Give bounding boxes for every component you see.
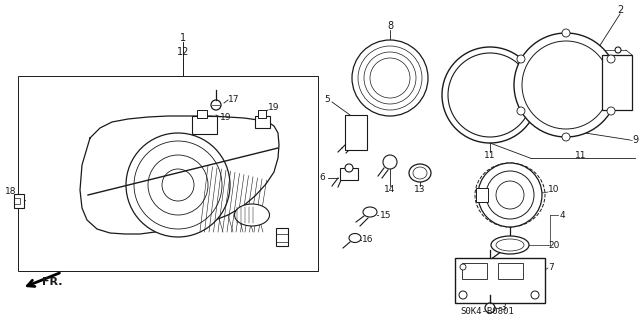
Text: 11: 11	[575, 151, 586, 160]
Text: 1: 1	[180, 33, 186, 43]
Bar	[192, 116, 217, 134]
Text: 8: 8	[387, 21, 393, 31]
Text: 13: 13	[414, 186, 426, 195]
Bar	[255, 116, 270, 128]
Text: 2: 2	[617, 5, 623, 15]
Text: 18: 18	[5, 188, 17, 197]
Circle shape	[615, 47, 621, 53]
Bar	[14, 194, 24, 208]
Text: 15: 15	[380, 211, 392, 219]
Ellipse shape	[363, 207, 377, 217]
Circle shape	[562, 29, 570, 37]
Ellipse shape	[491, 236, 529, 254]
Ellipse shape	[409, 164, 431, 182]
Bar	[340, 168, 358, 180]
Circle shape	[442, 47, 538, 143]
Circle shape	[352, 40, 428, 116]
Ellipse shape	[349, 234, 361, 242]
Text: 12: 12	[177, 47, 189, 57]
Text: 16: 16	[362, 235, 374, 244]
Circle shape	[517, 55, 525, 63]
Circle shape	[211, 100, 221, 110]
Bar	[345, 115, 367, 150]
Bar	[462, 263, 487, 279]
Text: 3: 3	[500, 303, 506, 313]
Bar	[258, 110, 266, 118]
Text: 6: 6	[319, 174, 325, 182]
Circle shape	[478, 163, 542, 227]
Ellipse shape	[383, 155, 397, 169]
Bar	[18, 76, 318, 271]
Text: 11: 11	[484, 151, 496, 160]
Text: FR.: FR.	[42, 277, 63, 287]
Circle shape	[126, 133, 230, 237]
Bar	[498, 263, 523, 279]
Text: S0K4-B0801: S0K4-B0801	[460, 308, 514, 316]
Ellipse shape	[345, 164, 353, 172]
Bar	[476, 188, 488, 202]
Text: 9: 9	[632, 135, 638, 145]
Bar	[276, 234, 288, 242]
Ellipse shape	[234, 204, 269, 226]
Text: 20: 20	[548, 241, 559, 249]
Text: 17: 17	[228, 95, 239, 105]
Bar	[276, 228, 288, 246]
Text: 7: 7	[548, 263, 554, 272]
Circle shape	[459, 291, 467, 299]
Text: 19: 19	[220, 113, 232, 122]
Text: 14: 14	[384, 186, 396, 195]
Circle shape	[517, 107, 525, 115]
Circle shape	[562, 133, 570, 141]
Ellipse shape	[349, 117, 367, 143]
Bar	[455, 258, 545, 303]
Circle shape	[485, 303, 495, 313]
Circle shape	[607, 107, 615, 115]
Circle shape	[531, 291, 539, 299]
Bar	[602, 55, 632, 110]
Circle shape	[514, 33, 618, 137]
Text: 5: 5	[324, 95, 330, 105]
Text: 4: 4	[560, 211, 566, 219]
Circle shape	[607, 55, 615, 63]
Bar	[14, 198, 20, 204]
Text: 10: 10	[548, 186, 559, 195]
Bar	[197, 110, 207, 118]
Circle shape	[460, 264, 466, 270]
Text: 19: 19	[268, 103, 280, 113]
